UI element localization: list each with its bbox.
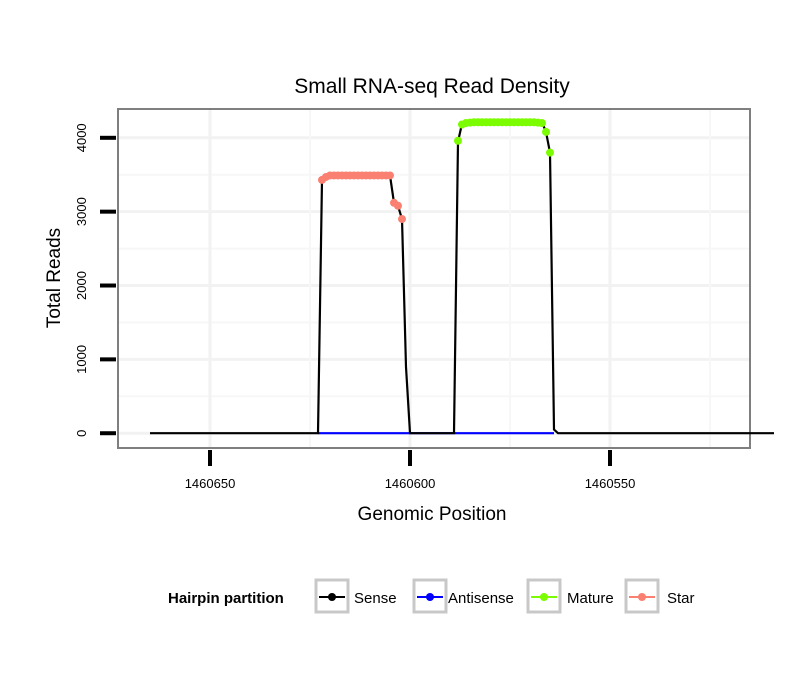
legend-key-antisense (412, 578, 448, 614)
legend-key-point (638, 593, 646, 601)
star-point (394, 201, 402, 210)
legend-label-mature: Mature (567, 590, 614, 607)
x-tick-label: 1460550 (585, 476, 636, 491)
star-series (318, 171, 406, 224)
legend-key-sense (314, 578, 350, 614)
series-layer (150, 118, 774, 435)
legend: Hairpin partition Sense Antisense Mature St… (168, 578, 695, 614)
y-tick-label: 4000 (74, 123, 89, 152)
y-tick-label: 3000 (74, 197, 89, 226)
x-tick-label: 1460600 (385, 476, 436, 491)
legend-label-antisense: Antisense (448, 590, 514, 607)
grid-layer (118, 109, 750, 448)
legend-key-point (328, 593, 336, 601)
y-axis-label: Total Reads (44, 228, 65, 328)
legend-key-point (426, 593, 434, 601)
y-tick-label: 2000 (74, 271, 89, 300)
star-point (398, 215, 406, 224)
legend-key-point (540, 593, 548, 601)
star-point (386, 171, 394, 180)
mature-series (454, 118, 554, 157)
x-axis-label: Genomic Position (358, 504, 507, 525)
legend-key-mature (526, 578, 562, 614)
mature-point (454, 136, 462, 145)
legend-title: Hairpin partition (168, 590, 284, 607)
y-tick-label: 1000 (74, 345, 89, 374)
plot-panel-border (117, 108, 751, 449)
chart-title: Small RNA-seq Read Density (294, 75, 570, 98)
y-tick-label: 0 (74, 430, 89, 437)
legend-key-star (624, 578, 660, 614)
mature-point (542, 127, 550, 136)
legend-label-star: Star (667, 590, 695, 607)
legend-label-sense: Sense (354, 590, 397, 607)
axis-layer: 0 1000 2000 3000 4000 1460650 1460600 1460550 (74, 123, 635, 491)
mature-point (546, 148, 554, 157)
x-tick-label: 1460650 (185, 476, 236, 491)
mature-point (538, 119, 546, 128)
